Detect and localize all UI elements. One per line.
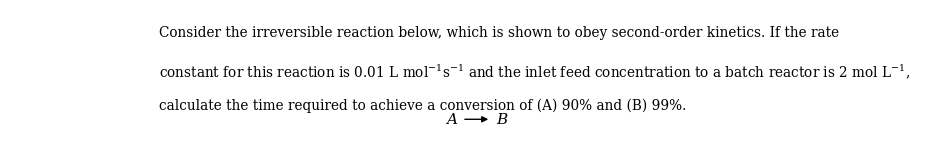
Text: calculate the time required to achieve a conversion of (A) 90% and (B) 99%.: calculate the time required to achieve a… bbox=[159, 98, 686, 113]
Text: Consider the irreversible reaction below, which is shown to obey second-order ki: Consider the irreversible reaction below… bbox=[159, 26, 839, 40]
Text: $A$: $A$ bbox=[445, 112, 458, 127]
Text: constant for this reaction is 0.01 L mol$^{-1}$s$^{-1}$ and the inlet feed conce: constant for this reaction is 0.01 L mol… bbox=[159, 62, 909, 81]
Text: $B$: $B$ bbox=[496, 112, 508, 127]
